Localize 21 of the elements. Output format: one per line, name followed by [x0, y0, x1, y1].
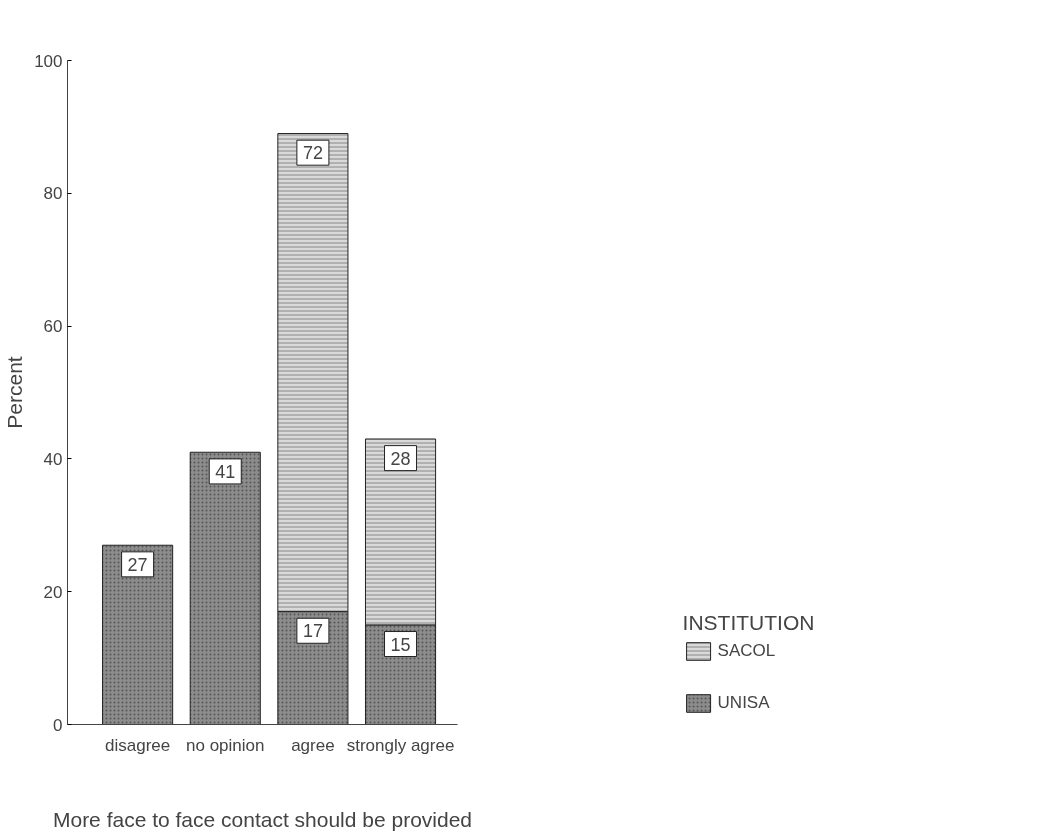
- y-tick-label: 20: [43, 582, 63, 602]
- x-axis-title: More face to face contact should be provided: [52, 807, 473, 831]
- data-label: 15: [390, 634, 411, 655]
- y-tick-label: 0: [53, 715, 63, 735]
- legend-title: INSTITUTION: [682, 611, 815, 635]
- y-tick-label: 60: [43, 317, 63, 337]
- data-label: 41: [215, 461, 236, 482]
- legend-label: UNISA: [717, 693, 770, 713]
- x-tick-label: strongly agree: [346, 735, 455, 755]
- x-tick-label: no opinion: [186, 735, 265, 755]
- x-tick-label: agree: [291, 735, 335, 755]
- data-label: 72: [302, 143, 323, 164]
- y-tick-label: 40: [43, 449, 63, 469]
- y-axis-title: Percent: [3, 356, 27, 429]
- data-label: 27: [127, 554, 148, 575]
- legend-label: SACOL: [717, 641, 776, 661]
- x-tick-label: disagree: [105, 735, 171, 755]
- data-label: 17: [302, 621, 323, 642]
- data-label: 28: [390, 448, 411, 469]
- y-tick-label: 100: [34, 51, 63, 71]
- y-tick-label: 80: [43, 184, 63, 204]
